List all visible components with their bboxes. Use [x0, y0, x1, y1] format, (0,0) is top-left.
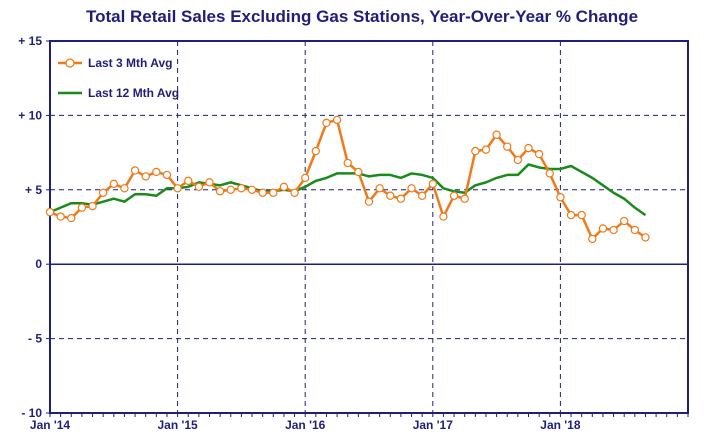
data-point-three-month-avg [503, 142, 512, 151]
series-line-three-month-avg [49, 118, 647, 241]
data-point-three-month-avg [258, 188, 267, 197]
series-layer [45, 115, 650, 244]
data-point-three-month-avg [481, 145, 491, 154]
data-point-three-month-avg [45, 207, 55, 217]
data-point-three-month-avg [311, 146, 321, 156]
data-point-three-month-avg [247, 185, 257, 194]
x-tick-label: Jan '17 [413, 418, 454, 432]
data-point-three-month-avg [417, 191, 427, 200]
legend: Last 3 Mth Avg Last 12 Mth Avg [58, 56, 179, 100]
data-point-three-month-avg [566, 210, 576, 220]
data-point-three-month-avg [332, 115, 342, 125]
data-point-three-month-avg [386, 191, 395, 200]
y-tick-label: + 15 [18, 34, 42, 48]
data-point-three-month-avg [534, 149, 544, 159]
legend-marker-three-month [65, 58, 75, 68]
data-point-three-month-avg [173, 184, 182, 193]
data-point-three-month-avg [56, 212, 65, 221]
data-point-three-month-avg [152, 167, 161, 177]
data-point-three-month-avg [449, 191, 459, 200]
data-point-three-month-avg [364, 197, 374, 206]
data-point-three-month-avg [375, 184, 384, 193]
grid-lines [50, 41, 688, 413]
data-point-three-month-avg [109, 179, 119, 189]
x-tick-label: Jan '14 [30, 418, 71, 432]
data-point-three-month-avg [184, 176, 193, 186]
data-point-three-month-avg [343, 158, 352, 168]
data-point-three-month-avg [620, 216, 629, 226]
plot-border [49, 40, 689, 414]
data-point-three-month-avg [279, 182, 289, 192]
data-point-three-month-avg [77, 203, 87, 212]
legend-label-three-month: Last 3 Mth Avg [88, 56, 172, 70]
data-point-three-month-avg [215, 187, 225, 196]
data-point-three-month-avg [205, 178, 214, 187]
data-point-three-month-avg [322, 118, 331, 128]
legend-label-twelve-month: Last 12 Mth Avg [88, 86, 179, 100]
data-point-three-month-avg [513, 155, 523, 165]
data-point-three-month-avg [641, 233, 650, 242]
data-point-three-month-avg [428, 179, 437, 189]
data-point-three-month-avg [630, 225, 640, 235]
data-point-three-month-avg [545, 169, 554, 178]
data-point-three-month-avg [269, 188, 278, 197]
data-point-three-month-avg [88, 201, 97, 211]
chart-title: Total Retail Sales Excluding Gas Station… [86, 7, 638, 26]
x-tick-label: Jan '15 [157, 418, 198, 432]
data-point-three-month-avg [354, 167, 363, 177]
data-point-three-month-avg [290, 188, 299, 197]
data-point-three-month-avg [609, 225, 618, 235]
data-point-three-month-avg [588, 234, 597, 244]
x-tick-label: Jan '16 [285, 418, 326, 432]
data-point-three-month-avg [301, 173, 310, 183]
data-point-three-month-avg [98, 188, 108, 197]
y-tick-label: - 10 [21, 406, 42, 420]
y-tick-label: 0 [35, 257, 42, 271]
data-point-three-month-avg [524, 143, 533, 153]
data-point-three-month-avg [237, 184, 246, 193]
data-point-three-month-avg [460, 194, 469, 203]
y-tick-label: - 5 [28, 332, 42, 346]
data-point-three-month-avg [141, 172, 150, 181]
y-tick-label: + 5 [25, 183, 42, 197]
data-point-three-month-avg [407, 184, 416, 193]
data-point-three-month-avg [598, 224, 608, 233]
data-point-three-month-avg [492, 130, 501, 139]
data-point-three-month-avg [226, 185, 235, 194]
data-point-three-month-avg [67, 213, 76, 223]
data-point-three-month-avg [120, 184, 129, 193]
y-tick-label: + 10 [18, 108, 42, 122]
data-point-three-month-avg [577, 210, 586, 220]
data-point-three-month-avg [396, 194, 406, 203]
data-point-three-month-avg [471, 146, 480, 156]
data-point-three-month-avg [194, 182, 204, 192]
data-point-three-month-avg [556, 193, 565, 202]
data-point-three-month-avg [162, 170, 172, 180]
x-tick-label: Jan '18 [540, 418, 581, 432]
data-point-three-month-avg [130, 166, 140, 175]
data-point-three-month-avg [439, 212, 448, 221]
